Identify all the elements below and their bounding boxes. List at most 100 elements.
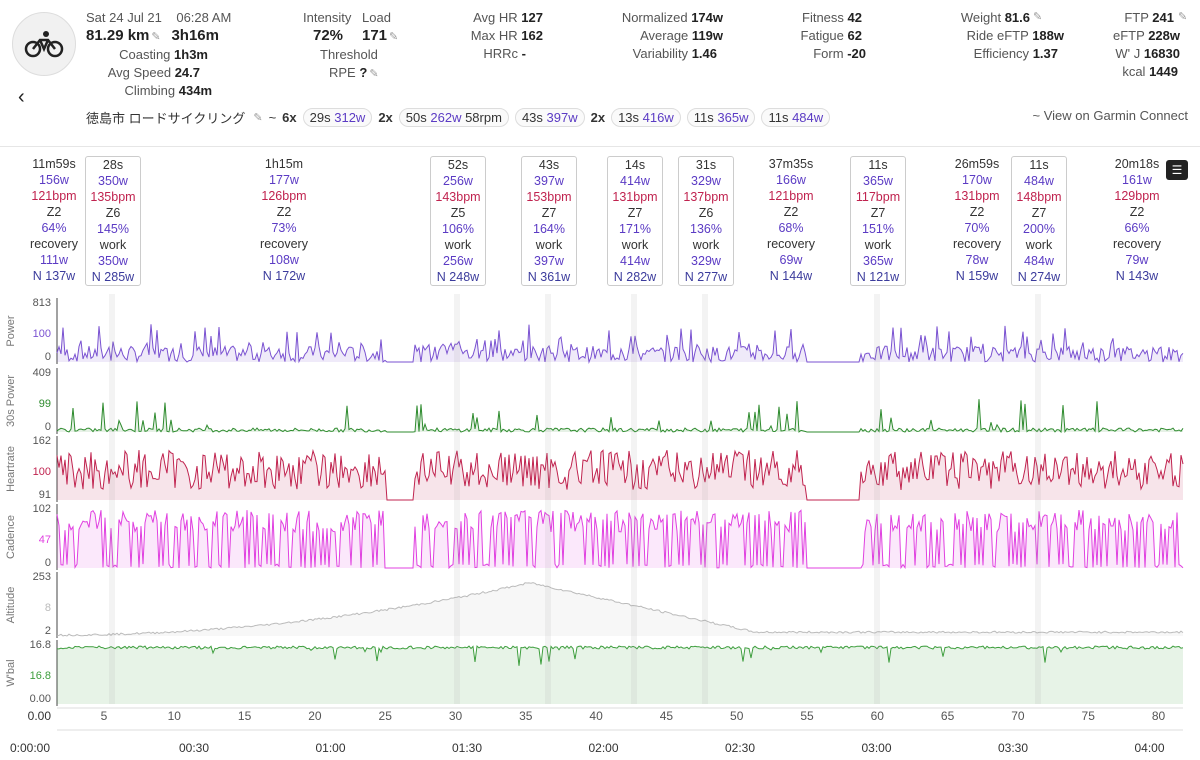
comment-icon[interactable]: ☰ (1166, 160, 1188, 180)
wbal-tick-label: 16.8 (30, 639, 51, 651)
interval-w: 484w (1024, 174, 1054, 188)
heartrate-tick-label: 100 (33, 466, 51, 478)
interval-dur: 14s (624, 158, 646, 172)
altitude-series-line (56, 582, 1184, 637)
header-divider (0, 146, 1200, 147)
time-tick-label: 02:00 (588, 741, 618, 755)
interval-np: N 172w (262, 269, 306, 283)
wbal-panel-bg (57, 640, 1183, 706)
interval-zone: Z5 (450, 206, 466, 220)
segment-chip-3[interactable]: 43s 397w (514, 108, 585, 127)
interval-column-11[interactable]: 11s 484w 148bpm Z7 200% work 484w N 274w (1011, 156, 1067, 286)
interval-dur: 43s (538, 158, 560, 172)
interval-zone: Z2 (783, 205, 799, 219)
interval-column-5[interactable]: 43s 397w 153bpm Z7 164% work 397w N 361w (521, 156, 577, 286)
interval-hr: 148bpm (1016, 190, 1062, 204)
interval-marker (109, 294, 115, 704)
interval-marker (1035, 294, 1041, 704)
interval-pct: 68% (778, 221, 804, 235)
interval-dur: 37m35s (768, 157, 814, 171)
interval-pct: 64% (41, 221, 67, 235)
distance-tick-label: 75 (1082, 709, 1096, 723)
edit-rpe-pencil-icon[interactable]: ✎ (369, 68, 379, 80)
interval-np: N 282w (613, 270, 657, 284)
segment-chip-6[interactable]: 11s 484w (761, 108, 831, 127)
interval-w: 166w (776, 173, 806, 187)
interval-column-7[interactable]: 31s 329w 137bpm Z6 136% work 329w N 277w (678, 156, 734, 286)
interval-hr: 117bpm (855, 190, 901, 204)
ftp-stat: FTP 241 (1124, 10, 1174, 25)
segment-chip-1[interactable]: 29s 312w (302, 108, 373, 127)
activity-name[interactable]: 徳島市 ロードサイクリング (86, 111, 246, 126)
garmin-connect-link[interactable]: ~ View on Garmin Connect (1032, 108, 1188, 123)
edit-ftp-pencil-icon[interactable]: ✎ (1178, 11, 1188, 23)
heartrate-tick-label: 162 (33, 435, 51, 447)
interval-hr: 131bpm (612, 190, 658, 204)
activity-date: Sat 24 Jul 21 06:28 AM (86, 10, 232, 25)
avg-hr-stat: Avg HR 127 (473, 10, 543, 25)
time-tick-label: 01:00 (315, 741, 345, 755)
distance-tick-label: 60 (871, 709, 885, 723)
power30-series-line (56, 399, 1184, 434)
interval-np: N 143w (1115, 269, 1159, 283)
load-value: 171 (362, 27, 388, 44)
distance-tick-label: 25 (379, 709, 393, 723)
interval-type: work (99, 238, 127, 252)
interval-column-4[interactable]: 52s 256w 143bpm Z5 106% work 256w N 248w (430, 156, 486, 286)
rpe-stat[interactable]: RPE ? ✎ (329, 65, 379, 80)
power-axis-label: Power (5, 315, 17, 347)
edit-load-pencil-icon[interactable]: ✎ (389, 31, 399, 43)
back-chevron-icon[interactable]: ‹ (18, 86, 25, 108)
interval-marker (874, 294, 880, 704)
heartrate-axis-label: Heartrate (5, 446, 17, 492)
interval-marker (454, 294, 460, 704)
altitude-axis-label: Altitude (5, 587, 17, 624)
distance-tick-label: 10 (168, 709, 182, 723)
cadence-axis-label: Cadence (5, 515, 17, 559)
segment-chip-5[interactable]: 11s 365w (686, 108, 756, 127)
power30-axis-label: 30s Power (5, 375, 17, 427)
edit-name-pencil-icon[interactable]: ✎ (253, 112, 263, 124)
distance-tick-label: 80 (1152, 709, 1166, 723)
interval-column-12[interactable]: 20m18s 161w 129bpm Z2 66% recovery 79w N 143w (1107, 156, 1167, 284)
interval-column-3[interactable]: 1h15m 177w 126bpm Z2 73% recovery 108w N 172w (254, 156, 314, 284)
interval-dur: 11m59s (32, 157, 76, 171)
climbing-stat: Climbing 434m (124, 83, 212, 98)
interval-hr: 129bpm (1114, 189, 1160, 203)
interval-type: work (692, 238, 720, 252)
power30-panel-bg (57, 368, 1183, 434)
segment-2-mult: 2x (378, 110, 393, 125)
interval-dur: 20m18s (1114, 157, 1160, 171)
interval-w: 170w (962, 173, 992, 187)
interval-w: 256w (443, 174, 473, 188)
interval-marker (545, 294, 551, 704)
interval-hr: 131bpm (954, 189, 1000, 203)
weight-stat[interactable]: Weight 81.6 (960, 10, 1030, 25)
interval-avg: 329w (691, 254, 721, 268)
segment-chip-4[interactable]: 13s 416w (611, 108, 681, 127)
eftp-stat: eFTP 228w (1113, 28, 1180, 43)
wbal-series-line (57, 645, 1184, 666)
interval-column-1[interactable]: 11m59s 156w 121bpm Z2 64% recovery 111w N 137w (24, 156, 84, 284)
interval-avg: 111w (39, 253, 69, 267)
altitude-tick-label: 253 (33, 571, 51, 583)
interval-column-8[interactable]: 37m35s 166w 121bpm Z2 68% recovery 69w N 144w (761, 156, 821, 284)
power-tick-label: 100 (33, 328, 51, 340)
edit-pencil-icon[interactable]: ✎ (151, 31, 161, 43)
interval-avg: 78w (965, 253, 989, 267)
interval-pct: 70% (964, 221, 990, 235)
interval-column-10[interactable]: 26m59s 170w 131bpm Z2 70% recovery 78w N 159w (947, 156, 1007, 284)
edit-weight-pencil-icon[interactable]: ✎ (1033, 11, 1043, 23)
interval-type: work (444, 238, 472, 252)
interval-column-2[interactable]: 28s 350w 135bpm Z6 145% work 350w N 285w (85, 156, 141, 286)
interval-column-9[interactable]: 11s 365w 117bpm Z7 151% work 365w N 121w (850, 156, 906, 286)
interval-column-6[interactable]: 14s 414w 131bpm Z7 171% work 414w N 282w (607, 156, 663, 286)
average-stat: Average 119w (640, 28, 723, 43)
interval-np: N 144w (769, 269, 813, 283)
efficiency-stat: Efficiency 1.37 (973, 46, 1058, 61)
interval-type: recovery (260, 237, 308, 251)
interval-avg: 365w (863, 254, 893, 268)
segment-chip-2[interactable]: 50s 262w 58rpm (398, 108, 509, 127)
altitude-tick-label: 2 (45, 625, 51, 637)
